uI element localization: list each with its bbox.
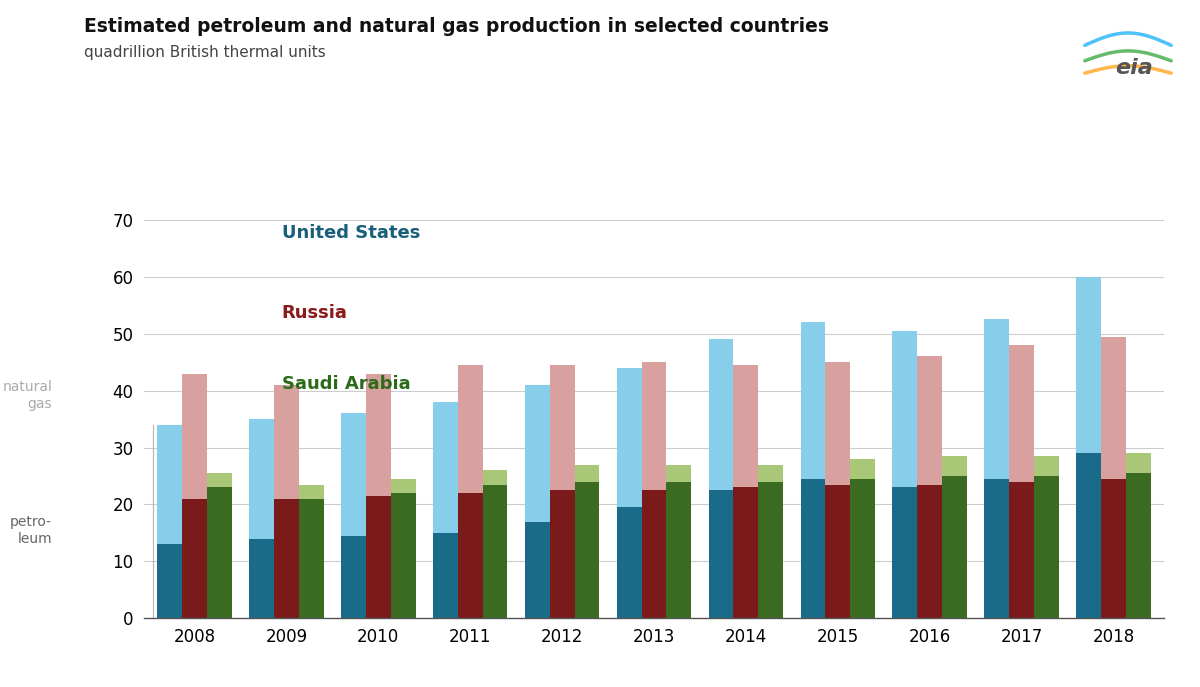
Text: Russia: Russia [282, 304, 348, 322]
Bar [550, 491, 575, 618]
Bar [709, 339, 733, 491]
Bar [893, 331, 917, 487]
Bar [984, 479, 1009, 618]
Bar [550, 365, 575, 491]
Text: quadrillion British thermal units: quadrillion British thermal units [84, 45, 325, 60]
Bar [433, 402, 458, 533]
Bar [642, 362, 666, 491]
Bar [299, 484, 324, 499]
Bar [617, 368, 642, 507]
Bar [182, 499, 206, 618]
Bar [1102, 337, 1126, 479]
Bar [893, 487, 917, 618]
Bar [458, 365, 482, 493]
Bar [182, 374, 206, 499]
Bar [758, 464, 784, 482]
Bar [391, 479, 415, 493]
Bar [1034, 456, 1058, 476]
Text: United States: United States [282, 224, 420, 242]
Bar [299, 499, 324, 618]
Bar [666, 482, 691, 618]
Bar [575, 482, 599, 618]
Bar [733, 365, 758, 487]
Bar [524, 385, 550, 521]
Bar [617, 507, 642, 618]
Bar [206, 473, 232, 487]
Text: natural
gas: natural gas [2, 379, 53, 411]
Bar [341, 414, 366, 536]
Bar [826, 484, 850, 618]
Bar [482, 484, 508, 618]
Bar [1009, 482, 1034, 618]
Text: Estimated petroleum and natural gas production in selected countries: Estimated petroleum and natural gas prod… [84, 17, 829, 36]
Bar [575, 464, 599, 482]
Bar [709, 491, 733, 618]
Bar [758, 482, 784, 618]
Bar [666, 464, 691, 482]
Bar [1034, 476, 1058, 618]
Bar [1076, 453, 1102, 618]
Bar [800, 322, 826, 479]
Bar [274, 499, 299, 618]
Bar [1076, 277, 1102, 453]
Bar [157, 425, 182, 544]
Text: Saudi Arabia: Saudi Arabia [282, 375, 410, 393]
Bar [826, 362, 850, 484]
Bar [433, 533, 458, 618]
Bar [250, 419, 274, 539]
Bar [341, 536, 366, 618]
Bar [850, 479, 875, 618]
Bar [1102, 479, 1126, 618]
Bar [733, 487, 758, 618]
Bar [850, 459, 875, 479]
Bar [984, 319, 1009, 479]
Bar [366, 374, 391, 496]
Bar [157, 544, 182, 618]
Bar [917, 357, 942, 484]
Bar [250, 539, 274, 618]
Bar [274, 385, 299, 499]
Bar [917, 484, 942, 618]
Bar [482, 471, 508, 484]
Bar [1126, 453, 1151, 473]
Bar [1009, 345, 1034, 482]
Bar [391, 493, 415, 618]
Bar [1126, 473, 1151, 618]
Bar [366, 496, 391, 618]
Text: eia: eia [1115, 58, 1153, 78]
Bar [206, 487, 232, 618]
Text: petro-
leum: petro- leum [11, 515, 53, 546]
Bar [942, 476, 967, 618]
Bar [642, 491, 666, 618]
Bar [524, 521, 550, 618]
Bar [942, 456, 967, 476]
Bar [458, 493, 482, 618]
Bar [800, 479, 826, 618]
